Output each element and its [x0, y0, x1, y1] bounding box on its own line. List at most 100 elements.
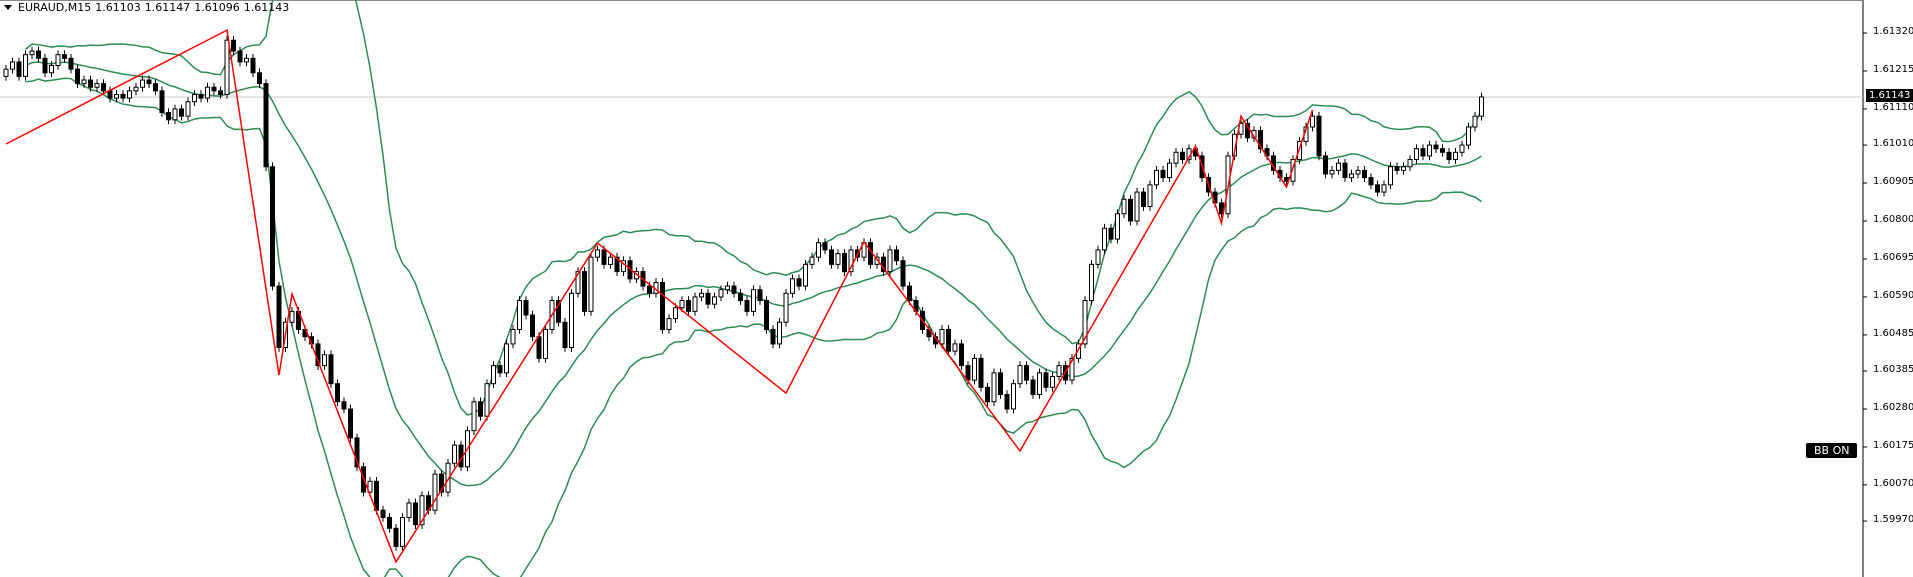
candle-body — [114, 93, 119, 99]
candle-body — [29, 50, 35, 56]
candle-body — [1180, 151, 1185, 161]
candle-body — [790, 278, 795, 294]
candle-body — [614, 256, 620, 273]
candle-body — [1108, 227, 1114, 240]
candle-body — [1381, 184, 1387, 193]
candle-body — [829, 249, 834, 265]
dropdown-triangle-icon[interactable] — [4, 5, 12, 10]
candle-body — [796, 278, 802, 287]
candle-body — [406, 502, 412, 518]
candle-body — [530, 314, 535, 338]
candle-body — [140, 79, 145, 88]
candle-body — [1043, 372, 1049, 388]
candle-body — [1076, 343, 1081, 359]
candle-body — [887, 249, 893, 273]
candle-body — [1414, 148, 1419, 161]
bb-lower-band — [25, 77, 1482, 577]
candle-body — [1056, 365, 1062, 377]
y-tick-label: 1.61320 — [1873, 26, 1913, 37]
candle-body — [1375, 184, 1380, 193]
candle-body — [686, 300, 691, 312]
candle-body — [49, 65, 54, 74]
candle-body — [673, 307, 678, 320]
candle-body — [55, 54, 61, 67]
candle-body — [413, 502, 418, 526]
candle-body — [439, 473, 444, 493]
candle-body — [1004, 394, 1010, 410]
candle-body — [972, 357, 977, 381]
candle-body — [1147, 184, 1153, 208]
candle-body — [978, 357, 984, 388]
candle-body — [270, 166, 275, 287]
candle-body — [185, 101, 191, 117]
symbol-timeframe: EURAUD,M15 — [18, 1, 92, 14]
candle-body — [946, 328, 951, 352]
candle-body — [1069, 357, 1075, 381]
candle-body — [985, 386, 990, 403]
candle-body — [211, 86, 217, 92]
candle-body — [1459, 144, 1465, 153]
candle-body — [991, 372, 997, 403]
candle-body — [1024, 365, 1029, 381]
candle-body — [764, 300, 769, 330]
candle-body — [1446, 151, 1452, 161]
candle-body — [153, 83, 158, 92]
candle-body — [1355, 169, 1361, 175]
candle-body — [81, 79, 87, 85]
candle-body — [471, 401, 477, 432]
candle-body — [757, 289, 763, 302]
ohlc-close: 1.61143 — [243, 1, 290, 14]
candle-body — [1401, 166, 1406, 171]
candle-body — [432, 473, 438, 511]
candle-body — [556, 300, 561, 323]
y-tick-label: 1.60175 — [1873, 439, 1913, 451]
candle-body — [1134, 191, 1140, 222]
candle-body — [16, 61, 22, 77]
candle-body — [517, 300, 522, 330]
candle-body — [1420, 148, 1426, 157]
candle-body — [835, 253, 841, 265]
candle-body — [848, 249, 854, 273]
candle-body — [127, 90, 132, 99]
candle-body — [569, 292, 574, 349]
candle-body — [1258, 130, 1263, 150]
candle-body — [874, 256, 880, 265]
candle-body — [172, 108, 178, 121]
y-tick-label: 1.60695 — [1873, 251, 1913, 263]
candle-body — [731, 285, 737, 294]
bb-middle-band — [25, 61, 1482, 487]
candle-body — [179, 108, 184, 117]
bb-upper-band — [25, 0, 1483, 416]
candle-body — [1342, 162, 1348, 179]
ohlc-high: 1.61147 — [144, 1, 191, 14]
candle-body — [1050, 375, 1055, 388]
candle-body — [744, 300, 750, 312]
candle-body — [822, 242, 828, 251]
candle-body — [751, 289, 756, 312]
candle-body — [218, 90, 223, 95]
candle-body — [952, 343, 958, 352]
candle-body — [1407, 159, 1413, 168]
candle-body — [348, 408, 353, 439]
ohlc-low: 1.61096 — [194, 1, 240, 14]
candle-body — [36, 50, 41, 59]
candle-body — [224, 39, 230, 95]
candle-body — [263, 83, 269, 168]
candle-body — [192, 93, 197, 103]
candle-body — [504, 343, 509, 374]
candle-body — [1160, 169, 1166, 179]
candle-body — [777, 321, 782, 345]
candle-body — [1310, 115, 1315, 128]
candle-body — [1154, 169, 1159, 186]
chart-header: EURAUD,M15 1.61103 1.61147 1.61096 1.611… — [4, 1, 289, 14]
y-tick-label: 1.60800 — [1873, 213, 1913, 225]
candle-body — [907, 285, 912, 302]
candle-body — [1466, 126, 1471, 146]
candle-body — [1115, 213, 1120, 240]
candle-body — [1167, 162, 1172, 179]
candle-body — [491, 365, 496, 385]
bb-toggle-button[interactable]: BB ON — [1806, 443, 1858, 458]
candle-body — [705, 292, 711, 305]
y-tick-label: 1.61110 — [1873, 101, 1913, 113]
